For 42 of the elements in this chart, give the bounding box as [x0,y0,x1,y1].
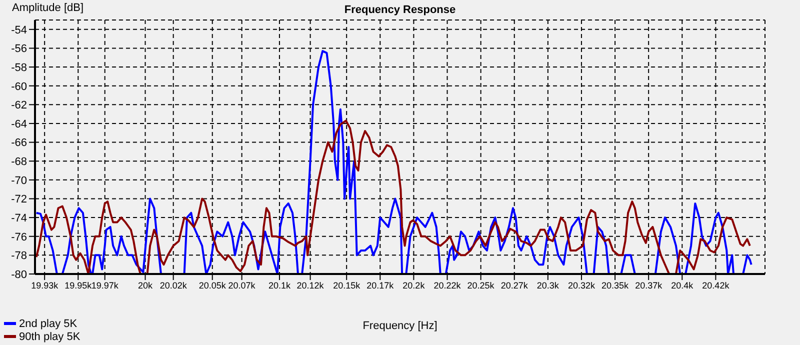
x-tick-label: 20.4k [671,280,694,290]
y-tick-label: -68 [11,156,27,168]
x-tick-label: 20.25k [467,280,495,290]
y-tick-label: -54 [11,24,27,36]
x-tick-label: 20.37k [635,280,663,290]
y-tick-label: -64 [11,118,27,130]
y-tick-label: -66 [11,137,27,150]
legend-label: 90th play 5K [19,330,80,342]
y-tick-label: -60 [11,80,27,93]
x-tick-label: 20.22k [434,280,462,290]
legend-label: 2nd play 5K [19,318,78,330]
x-tick-label: 19.93k [31,280,59,290]
line-series [35,50,752,274]
x-axis-title: Frequency [Hz] [362,320,438,332]
x-tick-label: 20.17k [366,280,394,290]
x-tick-label: 20.02k [160,280,188,290]
x-tick-label: 20.3k [536,280,560,290]
x-tick-label: 20.35k [602,280,630,290]
y-tick-label: -56 [11,43,27,56]
x-tick-label: 19.95k [64,280,92,290]
x-tick-label: 20.15k [333,280,361,290]
y-tick-label: -78 [11,250,27,262]
x-tick-label: 20.27k [500,280,528,290]
y-tick-label: -62 [11,100,27,112]
x-tick-label: 20.42k [702,280,730,290]
line-series [35,120,751,274]
x-tick-label: 20.1k [268,280,291,290]
x-tick-label: 19.97k [91,280,119,290]
chart-title: Frequency Response [344,4,456,16]
y-tick-label: -70 [11,174,27,187]
x-tick-label: 20.05k [198,280,226,290]
y-tick-label: -80 [11,268,27,281]
x-tick-label: 20.2k [402,280,426,290]
x-tick-label: 20.32k [568,280,596,290]
y-tick-label: -74 [11,212,27,224]
x-tick-label: 20.07k [228,280,256,290]
y-tick-label: -72 [11,194,27,206]
y-axis-title: Amplitude [dB] [12,2,84,14]
y-tick-label: -76 [11,231,27,244]
x-tick-label: 20k [138,280,154,290]
y-tick-label: -58 [11,62,27,74]
x-tick-label: 20.12k [296,280,324,290]
